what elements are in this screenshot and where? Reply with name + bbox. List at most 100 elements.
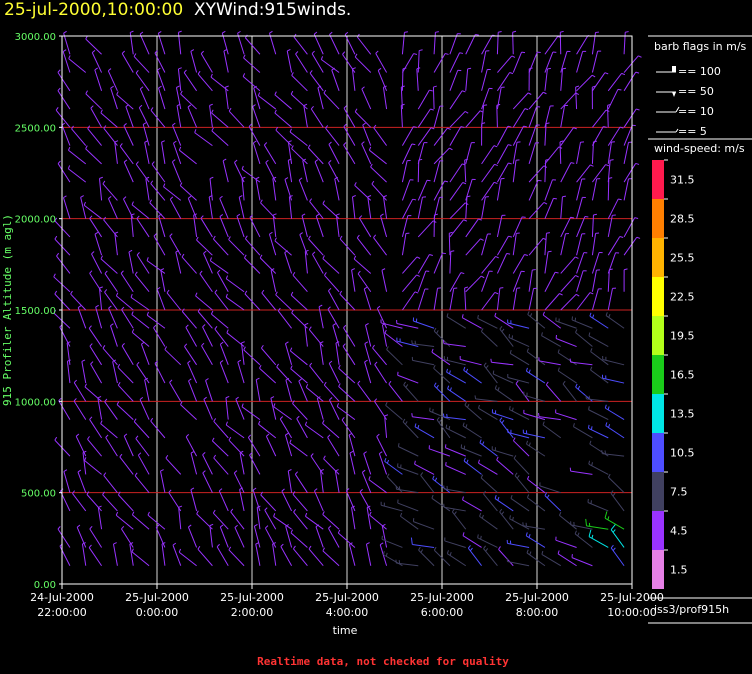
wind-barb	[123, 159, 134, 183]
barb-feather	[94, 67, 98, 71]
wind-barb	[449, 33, 461, 55]
barb-staff	[241, 178, 245, 201]
wind-barb	[200, 50, 213, 73]
wind-barb	[180, 90, 197, 110]
barb-feather	[610, 544, 614, 549]
wind-barb	[205, 378, 213, 402]
wind-barb	[462, 496, 482, 512]
barb-staff	[214, 292, 229, 311]
barb-feather	[168, 489, 172, 493]
barb-staff	[187, 362, 198, 384]
barb-feather	[228, 107, 232, 112]
speed-label: 22.5	[670, 291, 695, 304]
barb-feather	[130, 293, 133, 298]
barb-feather	[328, 141, 332, 145]
barb-staff	[140, 343, 150, 365]
barb-feather	[465, 368, 469, 373]
barb-staff	[301, 215, 308, 238]
wind-barb	[560, 274, 579, 293]
barb-feather	[214, 325, 218, 330]
barb-staff	[59, 326, 71, 347]
barb-feather	[601, 450, 603, 454]
barb-feather	[277, 307, 281, 312]
wind-barb	[139, 31, 150, 55]
barb-staff	[98, 288, 103, 311]
wind-barb	[417, 49, 423, 73]
wind-barb	[576, 270, 587, 292]
wind-barb	[103, 216, 118, 238]
wind-barb	[480, 474, 498, 494]
barb-staff	[107, 70, 118, 92]
barb-feather	[202, 470, 206, 474]
barb-feather	[68, 55, 71, 59]
barb-feather	[120, 270, 124, 274]
barb-feather	[244, 290, 248, 295]
barb-staff	[507, 322, 530, 329]
barb-feather	[433, 546, 437, 551]
barb-staff	[465, 238, 481, 256]
barb-feather	[499, 417, 503, 421]
barb-feather	[608, 314, 611, 318]
barb-staff	[481, 105, 485, 128]
barb-staff	[190, 452, 198, 475]
wind-barb	[274, 109, 292, 128]
barb-feather	[591, 534, 594, 539]
barb-feather	[449, 231, 453, 234]
barb-staff	[429, 448, 451, 457]
legend-barb-pennant	[672, 66, 676, 72]
barb-staff	[308, 329, 324, 347]
barb-feather	[309, 70, 313, 74]
barb-staff	[248, 126, 261, 146]
wind-barb	[240, 341, 245, 365]
wind-barb	[57, 526, 71, 548]
wind-barb	[523, 391, 546, 402]
wind-barb	[248, 123, 261, 146]
barb-staff	[151, 163, 166, 183]
barb-feather	[618, 198, 622, 201]
wind-barb	[358, 215, 372, 238]
barb-staff	[68, 149, 87, 165]
barb-feather	[314, 159, 319, 163]
barb-feather	[386, 346, 389, 350]
barb-staff	[345, 490, 356, 512]
barb-staff	[213, 238, 229, 256]
barb-feather	[501, 511, 505, 515]
barb-staff	[183, 72, 197, 92]
wind-barb	[68, 55, 87, 73]
barb-feather	[559, 140, 564, 143]
wind-barb	[354, 53, 372, 73]
wind-barb	[522, 522, 545, 530]
barb-staff	[317, 87, 324, 110]
barb-feather	[220, 524, 224, 528]
wind-barb	[244, 254, 261, 274]
barb-feather	[617, 88, 622, 91]
barb-staff	[115, 514, 134, 530]
barb-feather	[188, 378, 192, 382]
wind-barb	[601, 450, 625, 457]
barb-staff	[433, 53, 446, 73]
barb-staff	[84, 460, 102, 475]
wind-barb	[560, 293, 580, 311]
wind-barb	[528, 201, 548, 220]
barb-feather	[404, 421, 408, 425]
barb-staff	[221, 32, 229, 55]
wind-barb	[292, 400, 308, 420]
barb-staff	[294, 474, 308, 493]
barb-feather	[105, 434, 109, 438]
barb-staff	[356, 237, 372, 256]
barb-staff	[290, 368, 308, 384]
barb-staff	[100, 423, 118, 439]
barb-staff	[172, 125, 182, 146]
barb-feather	[228, 236, 231, 240]
wind-barb	[161, 140, 166, 164]
wind-barb	[384, 457, 403, 475]
wind-barb	[68, 146, 87, 165]
barb-feather	[269, 30, 273, 34]
barb-feather	[328, 160, 332, 164]
barb-staff	[103, 475, 118, 493]
barb-staff	[416, 68, 419, 91]
title-date: 25-jul-2000,10:00:00	[4, 0, 184, 20]
barb-staff	[481, 331, 498, 347]
barb-staff	[55, 109, 71, 128]
barb-staff	[337, 532, 356, 548]
